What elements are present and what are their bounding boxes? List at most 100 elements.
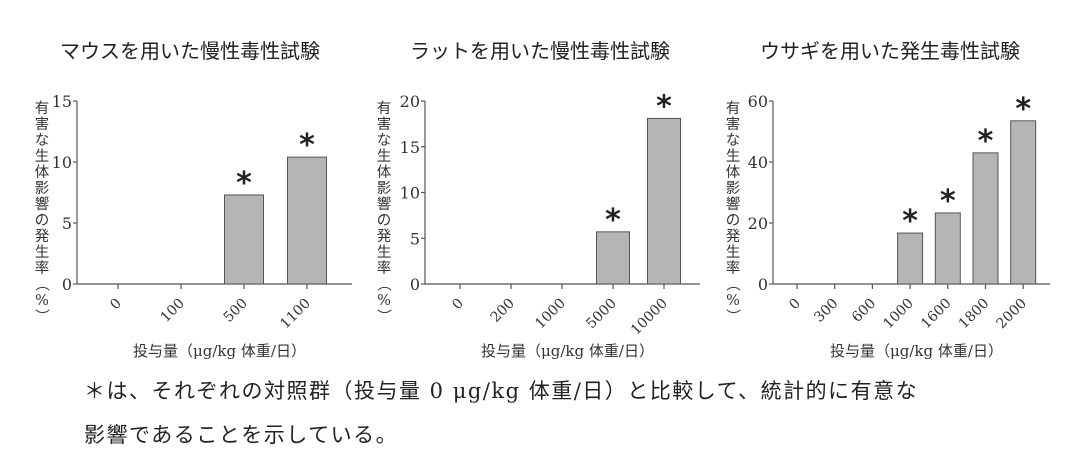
y-tick-label: 20 <box>748 214 768 233</box>
y-axis-label-char: 発 <box>726 228 741 245</box>
x-tick-label: 1800 <box>956 296 993 333</box>
bar <box>647 117 681 285</box>
y-axis-label-char: 生 <box>726 148 741 165</box>
y-tick-label: 60 <box>748 92 768 111</box>
y-axis-label-char: な <box>35 132 50 149</box>
y-axis-label-char: 発 <box>377 228 392 245</box>
y-axis-label-char: 発 <box>35 228 50 245</box>
y-axis-label-char: 影 <box>35 180 50 197</box>
footnote-line-2: 影響であることを示している。 <box>84 423 399 447</box>
y-axis-label-char: % <box>35 293 49 309</box>
y-axis-label-char: 害 <box>377 116 392 133</box>
y-axis-label-char: 響 <box>35 195 50 213</box>
y-axis-label-char: （ <box>724 277 741 292</box>
chart-title: ラットを用いた慢性毒性試験 <box>410 39 670 63</box>
y-axis-label-char: ） <box>375 309 392 324</box>
y-tick-label: 0 <box>758 275 768 294</box>
x-tick-label: 600 <box>849 296 879 326</box>
bar <box>596 231 630 285</box>
y-axis-label-char: の <box>35 213 50 229</box>
y-axis-label-char: な <box>726 132 741 149</box>
y-axis-label-char: 率 <box>726 260 741 277</box>
bar <box>224 194 264 285</box>
x-tick-label: 500 <box>221 296 251 326</box>
y-axis-label-char: 体 <box>377 164 392 181</box>
y-tick-label: 10 <box>400 184 420 203</box>
y-axis-label-char: 影 <box>377 180 392 197</box>
y-tick-label: 15 <box>400 138 420 157</box>
y-axis-label-char: % <box>377 293 391 309</box>
y-axis-label-char: 生 <box>377 244 392 261</box>
y-axis-label-char: ） <box>33 309 50 324</box>
y-axis-label-char: （ <box>375 277 392 292</box>
x-tick-label: 2000 <box>994 296 1031 333</box>
y-tick-label: 40 <box>748 153 768 172</box>
y-axis-label-char: 生 <box>35 148 50 165</box>
x-tick-label: 200 <box>488 296 518 326</box>
x-tick-label: 300 <box>811 296 841 326</box>
y-axis-label-char: 影 <box>726 180 741 197</box>
y-tick-label: 10 <box>52 153 72 172</box>
y-axis-label-char: （ <box>33 277 50 292</box>
x-axis-label: 投与量（μg/kg 体重/日） <box>133 342 306 360</box>
y-axis-label-char: 響 <box>726 195 741 213</box>
y-axis-label-char: 体 <box>726 164 741 181</box>
footnote-line-1: ＊は、それぞれの対照群（投与量 0 μg/kg 体重/日）と比較して、統計的に有… <box>84 379 919 403</box>
y-axis-label-char: 生 <box>726 244 741 261</box>
significance-marker: * <box>940 184 956 219</box>
y-axis-label-char: 害 <box>35 116 50 133</box>
significance-marker: * <box>902 204 918 239</box>
significance-marker: * <box>299 128 315 163</box>
y-axis-label-char: 害 <box>726 116 741 133</box>
bar <box>287 156 327 285</box>
y-axis-label-char: 響 <box>377 195 392 213</box>
chart-title: ウサギを用いた発生毒性試験 <box>760 39 1020 63</box>
significance-marker: * <box>236 166 252 201</box>
y-axis-label-char: 体 <box>35 164 50 181</box>
y-tick-label: 5 <box>62 214 72 233</box>
significance-marker: * <box>978 124 994 159</box>
y-axis-label-char: 有 <box>377 100 392 117</box>
y-axis-label-char: 有 <box>726 100 741 117</box>
y-tick-label: 5 <box>410 229 420 248</box>
x-tick-label: 0 <box>786 296 804 314</box>
y-axis-label-char: % <box>726 293 740 309</box>
significance-marker: * <box>1015 92 1031 127</box>
y-tick-label: 20 <box>400 92 420 111</box>
y-axis-label-char: 率 <box>377 260 392 277</box>
x-axis-label: 投与量（μg/kg 体重/日） <box>830 342 1003 360</box>
y-axis-label-char: 有 <box>35 100 50 117</box>
y-tick-label: 0 <box>410 275 420 294</box>
y-axis-label-char: 生 <box>35 244 50 261</box>
significance-marker: * <box>656 89 672 124</box>
x-axis-label: 投与量（μg/kg 体重/日） <box>481 342 654 360</box>
x-tick-label: 10000 <box>628 296 671 339</box>
y-tick-label: 0 <box>62 275 72 294</box>
bar <box>934 212 961 285</box>
chart-title: マウスを用いた慢性毒性試験 <box>60 39 320 63</box>
x-tick-label: 1600 <box>918 296 955 333</box>
y-axis-label-char: 生 <box>377 148 392 165</box>
y-axis-label-char: の <box>377 213 392 229</box>
significance-marker: * <box>605 203 621 238</box>
x-tick-label: 5000 <box>583 296 620 333</box>
x-tick-label: 1000 <box>880 296 917 333</box>
bar <box>897 232 924 285</box>
bar <box>1010 120 1037 285</box>
x-tick-label: 0 <box>107 296 125 314</box>
y-tick-label: 15 <box>52 92 72 111</box>
x-tick-label: 1100 <box>277 296 314 333</box>
x-tick-label: 0 <box>449 296 467 314</box>
bar <box>972 152 999 285</box>
y-axis-label-char: の <box>726 213 741 229</box>
y-axis-label-char: ） <box>724 309 741 324</box>
y-axis-label-char: な <box>377 132 392 149</box>
x-tick-label: 100 <box>158 296 188 326</box>
x-tick-label: 1000 <box>532 296 569 333</box>
y-axis-label-char: 率 <box>35 260 50 277</box>
